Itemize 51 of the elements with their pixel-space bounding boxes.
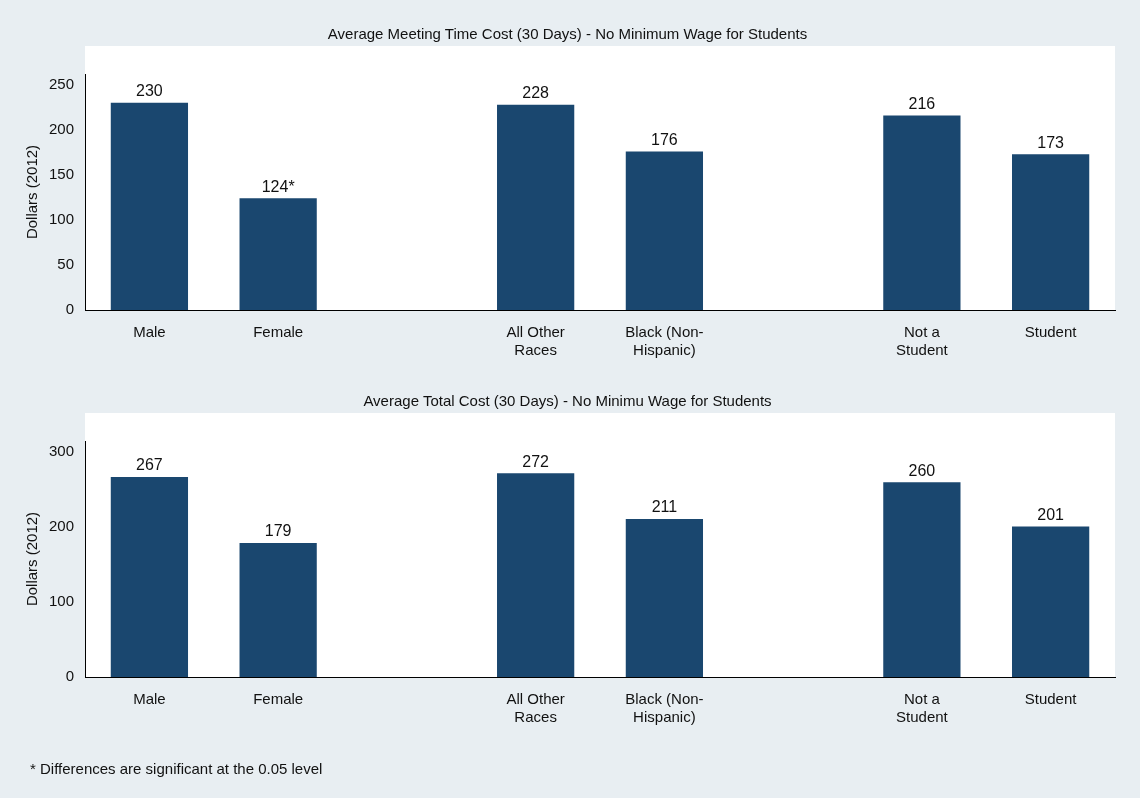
bar — [110, 102, 189, 310]
bar — [1012, 526, 1090, 677]
bar — [497, 473, 575, 677]
bar — [110, 476, 189, 677]
bar — [1012, 154, 1090, 310]
y-tick-label: 150 — [49, 165, 75, 183]
x-tick-label: All Other Races — [506, 323, 565, 359]
data-label: 173 — [1037, 133, 1065, 151]
chart-title: Average Meeting Time Cost (30 Days) - No Minimum Wage for Students — [327, 25, 808, 43]
data-label: 179 — [264, 522, 292, 540]
y-tick-label: 250 — [49, 74, 75, 92]
x-tick-label: Student — [1024, 323, 1078, 341]
x-tick-label: Female — [253, 690, 304, 708]
x-tick-label: Student — [1024, 690, 1078, 708]
y-tick-label: 50 — [57, 255, 75, 273]
data-label: 201 — [1037, 505, 1065, 523]
chart-title: Average Total Cost (30 Days) - No Minimu Wage for Students — [363, 392, 772, 410]
data-label: 216 — [908, 94, 936, 112]
y-tick-label: 100 — [49, 592, 75, 610]
y-axis-title: Dollars (2012) — [23, 511, 41, 607]
data-label: 267 — [136, 456, 163, 474]
x-tick-label: All Other Races — [506, 690, 565, 726]
x-tick-label: Male — [133, 323, 166, 341]
data-label: 228 — [522, 84, 550, 102]
x-tick-label: Not a Student — [896, 323, 949, 359]
data-label: 272 — [522, 452, 550, 470]
y-tick-label: 200 — [49, 517, 75, 535]
x-tick-label: Black (Non-Hispanic) — [625, 323, 704, 359]
bar — [625, 151, 704, 310]
data-label: 176 — [651, 130, 678, 148]
y-axis-title: Dollars (2012) — [23, 144, 41, 240]
data-label: 124* — [261, 177, 295, 195]
data-label: 260 — [908, 461, 936, 479]
data-label: 211 — [651, 498, 678, 516]
y-tick-label: 100 — [49, 210, 75, 228]
bar — [239, 542, 317, 677]
text: * Differences are significant at the 0.05 level — [30, 760, 323, 777]
y-tick-label: 0 — [65, 300, 75, 318]
bar — [625, 518, 704, 677]
x-tick-label: Male — [133, 690, 166, 708]
bar — [239, 198, 317, 310]
x-tick-label: Not a Student — [896, 690, 949, 726]
x-tick-label: Black (Non-Hispanic) — [625, 690, 704, 726]
bar — [883, 482, 961, 677]
y-tick-label: 200 — [49, 119, 75, 137]
y-tick-label: 0 — [65, 667, 75, 685]
data-label: 230 — [136, 82, 163, 100]
bar — [497, 104, 575, 310]
bar — [883, 115, 961, 310]
x-tick-label: Female — [253, 323, 304, 341]
y-tick-label: 300 — [49, 442, 75, 460]
